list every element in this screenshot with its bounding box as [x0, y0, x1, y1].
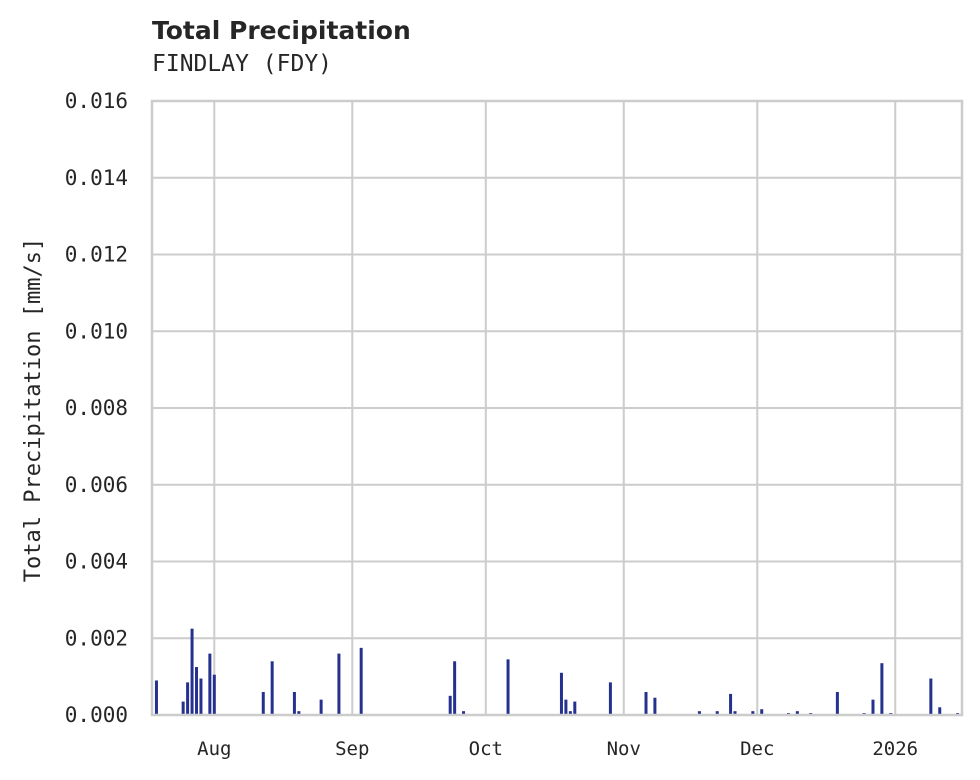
precip-bar: [697, 711, 701, 715]
precip-bar: [319, 699, 323, 715]
precip-bar: [564, 699, 568, 715]
x-tick-label: 2026: [872, 738, 918, 760]
precip-bar: [212, 674, 216, 715]
precip-bar: [568, 711, 572, 715]
y-axis-ticks: 0.000 0.002 0.004 0.006 0.008 0.010 0.012 0.014…: [65, 89, 128, 727]
precip-bar: [462, 711, 466, 715]
precip-bar: [359, 647, 363, 715]
grid-lines: [152, 100, 962, 716]
precip-bar: [261, 691, 265, 715]
precip-bar: [733, 711, 737, 715]
y-tick-label: 0.008: [65, 396, 128, 420]
precip-bar: [453, 661, 457, 715]
precip-bar: [573, 701, 577, 715]
precip-bar: [795, 711, 799, 715]
precip-bar: [760, 709, 764, 715]
x-tick-label: Aug: [197, 738, 231, 760]
y-tick-label: 0.006: [65, 473, 128, 497]
x-tick-label: Sep: [335, 738, 369, 760]
x-tick-label: Dec: [740, 738, 774, 760]
y-tick-label: 0.004: [65, 550, 128, 574]
data-bars: [154, 628, 960, 715]
precip-bar: [270, 661, 274, 715]
precip-bar: [938, 707, 942, 715]
precip-bar: [715, 711, 719, 715]
precip-bar: [729, 693, 733, 715]
y-tick-label: 0.000: [65, 703, 128, 727]
precip-bar: [181, 701, 185, 715]
precip-bar: [292, 691, 296, 715]
chart-subtitle: FINDLAY (FDY): [152, 51, 333, 77]
precip-bar: [154, 680, 158, 715]
precip-bar: [835, 691, 839, 715]
chart-title: Total Precipitation: [152, 16, 411, 45]
precip-bar: [653, 697, 657, 715]
y-tick-label: 0.002: [65, 626, 128, 650]
precip-bar: [208, 653, 212, 715]
plot-frame: [150, 99, 964, 717]
y-tick-label: 0.010: [65, 319, 128, 343]
x-tick-label: Nov: [607, 738, 641, 760]
precip-bar: [186, 682, 190, 715]
y-axis-label: Total Precipitation [mm/s]: [21, 238, 46, 582]
precip-bar: [871, 699, 875, 715]
x-tick-label: Oct: [469, 738, 503, 760]
precip-bar: [880, 663, 884, 715]
precip-bar: [506, 659, 510, 715]
precip-bar: [608, 682, 612, 715]
precip-bar: [195, 667, 199, 715]
precip-bar: [337, 653, 341, 715]
precip-bar: [448, 695, 452, 715]
y-tick-label: 0.012: [65, 243, 128, 267]
precip-bar: [751, 711, 755, 715]
y-tick-label: 0.014: [65, 166, 128, 190]
precip-bar: [199, 678, 203, 715]
precip-bar: [297, 711, 301, 715]
precip-bar: [929, 678, 933, 715]
precip-bar: [559, 672, 563, 715]
precip-bar: [190, 628, 194, 715]
y-tick-label: 0.016: [65, 89, 128, 113]
x-axis-ticks: Aug Sep Oct Nov Dec 2026: [197, 738, 918, 760]
precip-bar: [644, 691, 648, 715]
